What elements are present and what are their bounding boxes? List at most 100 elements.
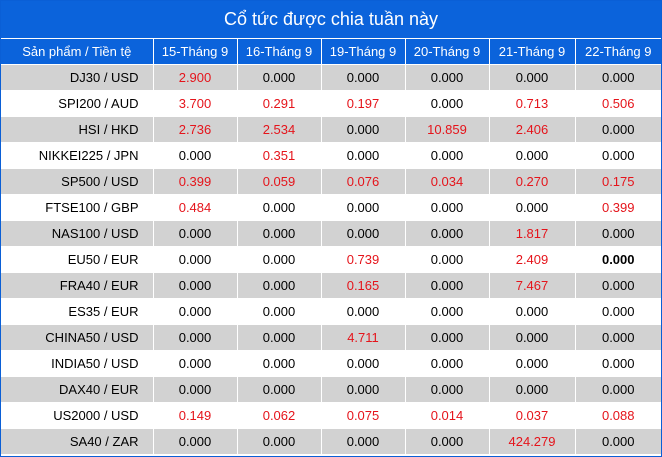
dividend-value-cell: 0.000	[404, 376, 489, 403]
dividend-value-cell: 0.000	[152, 272, 237, 299]
dividend-value-cell: 0.291	[236, 90, 321, 117]
dividend-value-cell: 0.037	[488, 402, 575, 429]
product-cell: SPI200 / AUD	[1, 90, 153, 117]
dividend-value-cell: 0.088	[574, 402, 661, 429]
table-row: SP500 / USD 0.399 0.059 0.076 0.034 0.270 0.17…	[1, 168, 661, 195]
dividend-value-cell: 0.000	[152, 428, 237, 454]
dividend-value-cell: 0.014	[404, 402, 489, 429]
dividend-value-cell: 2.534	[236, 116, 321, 143]
dividend-value-cell: 0.000	[236, 272, 321, 299]
table-row: NIKKEI225 / JPN 0.000 0.351 0.000 0.000 0.000…	[1, 142, 661, 169]
dividend-value-cell: 7.467	[488, 272, 575, 299]
dividend-value-cell: 0.000	[404, 142, 489, 169]
dividend-value-cell: 0.075	[320, 402, 405, 429]
dividend-value-cell: 2.406	[488, 116, 575, 143]
dividend-value-cell: 0.059	[236, 168, 321, 195]
table-row: FRA40 / EUR 0.000 0.000 0.165 0.000 7.467 0.00…	[1, 272, 661, 299]
product-cell: FTSE100 / GBP	[1, 194, 153, 221]
dividend-value-cell: 4.711	[320, 324, 405, 351]
dividend-value-cell: 0.000	[574, 246, 661, 273]
dividend-value-cell: 0.000	[574, 376, 661, 403]
column-header-date: 19-Tháng 9	[320, 38, 405, 65]
table-row: CHINA50 / USD 0.000 0.000 4.711 0.000 0.000 0.…	[1, 324, 661, 351]
table-row: ES35 / EUR 0.000 0.000 0.000 0.000 0.000 0.000	[1, 298, 661, 325]
dividend-value-cell: 0.000	[320, 116, 405, 143]
dividend-value-cell: 2.736	[152, 116, 237, 143]
product-cell: INDIA50 / USD	[1, 350, 153, 377]
dividend-value-cell: 0.506	[574, 90, 661, 117]
dividend-value-cell: 0.000	[574, 298, 661, 325]
product-cell: US2000 / USD	[1, 402, 153, 429]
dividend-value-cell: 0.000	[488, 376, 575, 403]
dividend-value-cell: 0.000	[404, 324, 489, 351]
dividend-value-cell: 0.000	[236, 324, 321, 351]
dividend-value-cell: 0.000	[488, 64, 575, 91]
dividend-value-cell: 0.270	[488, 168, 575, 195]
dividend-value-cell: 0.000	[236, 220, 321, 247]
dividend-value-cell: 0.000	[404, 272, 489, 299]
product-cell: CHINA50 / USD	[1, 324, 153, 351]
product-cell: NIKKEI225 / JPN	[1, 142, 153, 169]
dividend-value-cell: 1.817	[488, 220, 575, 247]
dividend-value-cell: 0.000	[320, 64, 405, 91]
dividend-value-cell: 0.351	[236, 142, 321, 169]
product-cell: EU50 / EUR	[1, 246, 153, 273]
dividend-value-cell: 0.739	[320, 246, 405, 273]
dividend-value-cell: 0.034	[404, 168, 489, 195]
dividend-value-cell: 0.000	[488, 194, 575, 221]
product-cell: DJ30 / USD	[1, 64, 153, 91]
dividend-value-cell: 0.000	[488, 142, 575, 169]
dividend-value-cell: 10.859	[404, 116, 489, 143]
dividend-value-cell: 0.484	[152, 194, 237, 221]
dividend-value-cell: 0.000	[236, 64, 321, 91]
dividend-value-cell: 0.000	[574, 142, 661, 169]
dividend-value-cell: 0.000	[236, 350, 321, 377]
dividend-value-cell: 2.409	[488, 246, 575, 273]
dividend-value-cell: 0.000	[152, 298, 237, 325]
table-row: INDIA50 / USD 0.000 0.000 0.000 0.000 0.000 0.…	[1, 350, 661, 377]
dividend-value-cell: 0.713	[488, 90, 575, 117]
dividend-value-cell: 0.000	[152, 220, 237, 247]
dividend-value-cell: 0.000	[320, 428, 405, 454]
dividend-value-cell: 0.165	[320, 272, 405, 299]
dividend-value-cell: 0.000	[404, 90, 489, 117]
dividend-value-cell: 0.000	[574, 350, 661, 377]
dividend-value-cell: 0.000	[320, 220, 405, 247]
dividend-value-cell: 0.000	[488, 350, 575, 377]
table-row: SPI200 / AUD 3.700 0.291 0.197 0.000 0.713 0.5…	[1, 90, 661, 117]
dividend-value-cell: 0.000	[320, 298, 405, 325]
dividend-value-cell: 0.000	[574, 64, 661, 91]
table-row: EU50 / EUR 0.000 0.000 0.739 0.000 2.409 0.000	[1, 246, 661, 273]
dividend-value-cell: 0.000	[404, 428, 489, 454]
table-header-row: Sản phẩm / Tiền tệ 15-Tháng 9 16-Tháng 9…	[1, 38, 661, 65]
table-row: SA40 / ZAR 0.000 0.000 0.000 0.000 424.279 0.0…	[1, 428, 661, 454]
column-header-date: 20-Tháng 9	[404, 38, 489, 65]
dividend-value-cell: 0.000	[320, 350, 405, 377]
dividend-value-cell: 2.900	[152, 64, 237, 91]
table-row: NAS100 / USD 0.000 0.000 0.000 0.000 1.817 0.0…	[1, 220, 661, 247]
dividend-value-cell: 0.000	[152, 350, 237, 377]
table-row: US2000 / USD 0.149 0.062 0.075 0.014 0.037 0.0…	[1, 402, 661, 429]
dividend-value-cell: 0.175	[574, 168, 661, 195]
dividend-value-cell: 0.000	[574, 272, 661, 299]
dividend-value-cell: 0.000	[488, 298, 575, 325]
dividend-value-cell: 0.000	[152, 142, 237, 169]
dividend-value-cell: 0.399	[574, 194, 661, 221]
dividend-value-cell: 0.000	[574, 428, 661, 454]
column-header-date: 21-Tháng 9	[488, 38, 575, 65]
product-cell: DAX40 / EUR	[1, 376, 153, 403]
dividend-value-cell: 0.000	[236, 246, 321, 273]
product-cell: NAS100 / USD	[1, 220, 153, 247]
dividend-value-cell: 0.076	[320, 168, 405, 195]
dividend-value-cell: 0.000	[404, 298, 489, 325]
dividend-value-cell: 0.000	[574, 220, 661, 247]
product-cell: HSI / HKD	[1, 116, 153, 143]
dividend-value-cell: 0.149	[152, 402, 237, 429]
dividend-value-cell: 0.000	[404, 350, 489, 377]
table-row: HSI / HKD 2.736 2.534 0.000 10.859 2.406 0.000	[1, 116, 661, 143]
column-header-date: 15-Tháng 9	[152, 38, 237, 65]
dividend-value-cell: 0.000	[152, 246, 237, 273]
dividend-value-cell: 0.062	[236, 402, 321, 429]
dividend-value-cell: 0.000	[404, 194, 489, 221]
